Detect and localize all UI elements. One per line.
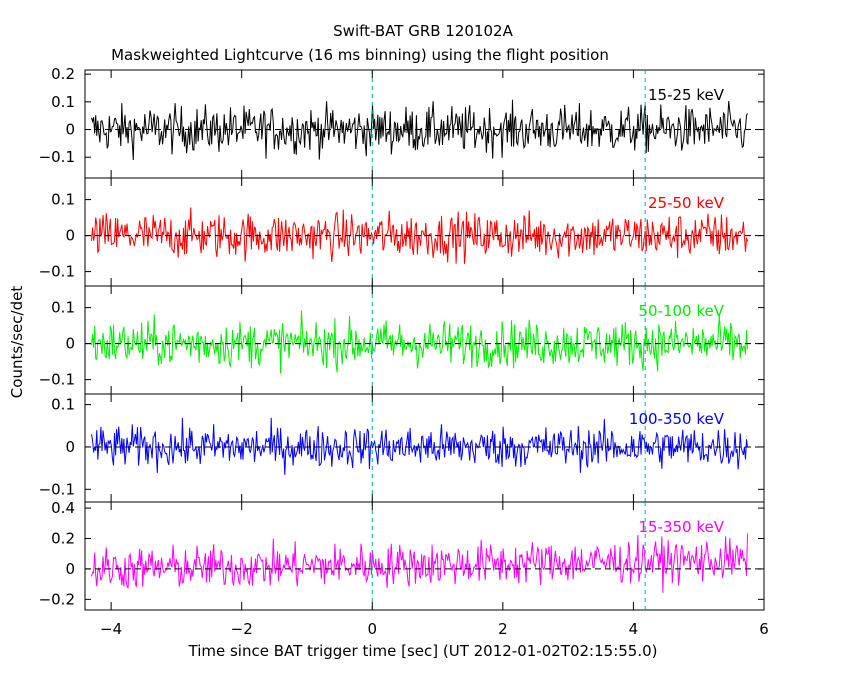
band-label-25-50-kev: 25-50 keV xyxy=(648,194,725,212)
y-tick-label: 0.1 xyxy=(51,93,75,111)
panels-group: −0.100.10.215-25 keV−0.100.1 25-50 keV−0.… xyxy=(39,65,765,611)
band-label-15-25-kev: 15-25 keV xyxy=(648,86,725,104)
panel-100-350-kev: −0.1 0 0.1 100-350 keV xyxy=(39,393,765,503)
x-tick-label: 4 xyxy=(629,620,639,638)
band-label-50-100-kev: 50-100 keV xyxy=(638,302,724,320)
x-axis-label: Time since BAT trigger time [sec] (UT 20… xyxy=(188,642,658,660)
y-axis-label: Counts/sec/det xyxy=(8,286,26,399)
y-tick-label: −0.1 xyxy=(39,480,75,498)
chart-title: Swift-BAT GRB 120102A xyxy=(333,22,513,40)
x-tick-label: 2 xyxy=(498,620,508,638)
y-tick-label: 0.1 xyxy=(51,191,75,209)
x-tick-label: 6 xyxy=(759,620,769,638)
y-tick-label: 0 xyxy=(65,227,75,245)
y-tick-label: 0 xyxy=(65,121,75,139)
y-tick-label: −0.2 xyxy=(39,590,75,608)
y-tick-label: 0 xyxy=(65,560,75,578)
chart-subtitle: Maskweighted Lightcurve (16 ms binning) … xyxy=(111,46,609,64)
y-tick-label: −0.1 xyxy=(39,371,75,389)
x-axis: −4 −2 0 2 4 6 xyxy=(100,620,769,638)
panel-frame xyxy=(84,501,765,611)
band-label-100-350-kev: 100-350 keV xyxy=(629,410,725,428)
x-tick-label: −2 xyxy=(231,620,253,638)
y-tick-label: 0 xyxy=(65,438,75,456)
x-tick-label: −4 xyxy=(100,620,122,638)
series-line-15-25-kev xyxy=(91,99,748,161)
panel-25-50-kev: −0.1 0 0.1 25-50 keV xyxy=(39,177,765,287)
y-tick-label: −0.1 xyxy=(39,148,75,166)
y-tick-label: 0.1 xyxy=(51,396,75,414)
y-tick-label: 0.2 xyxy=(51,65,75,83)
y-tick-label: 0.1 xyxy=(51,299,75,317)
panel-15-25-kev: −0.1 0 0.1 0.2 15-25 keV xyxy=(39,65,765,179)
y-tick-label: 0.4 xyxy=(51,499,75,517)
series-line-15-350-kev xyxy=(91,533,748,593)
y-tick-label: −0.1 xyxy=(39,263,75,281)
y-tick-label: 0.2 xyxy=(51,530,75,548)
series-line-100-350-kev xyxy=(91,417,748,475)
x-tick-label: 0 xyxy=(367,620,377,638)
series-line-50-100-kev xyxy=(91,310,748,374)
band-label-15-350-kev: 15-350 keV xyxy=(638,518,724,536)
y-tick-label: 0 xyxy=(65,335,75,353)
panel-15-350-kev: −0.2 0 0.2 0.4 15-350 keV xyxy=(39,499,765,611)
panel-50-100-kev: −0.1 0 0.1 50-100 keV xyxy=(39,285,765,395)
